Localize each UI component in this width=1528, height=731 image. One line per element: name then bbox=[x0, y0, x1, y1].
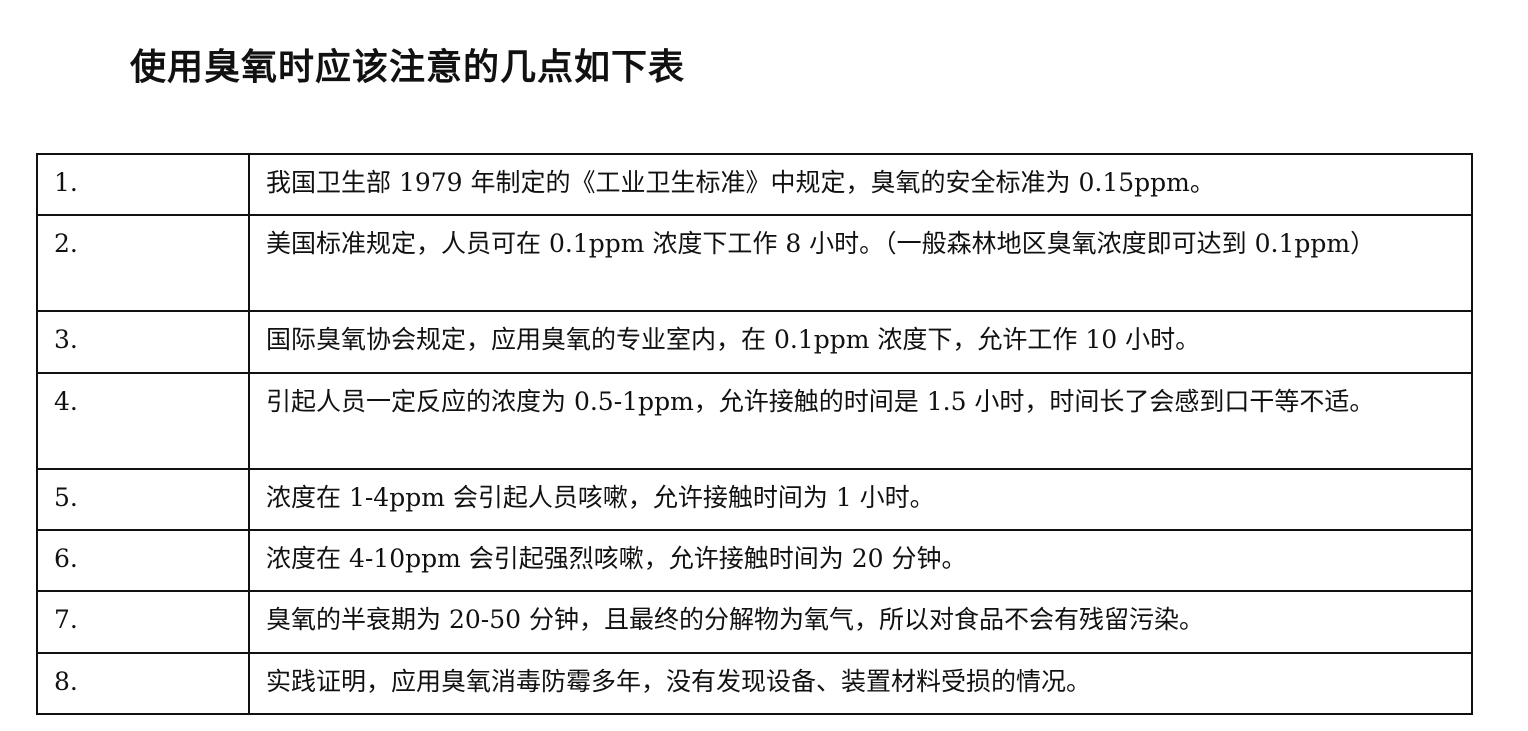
row-number: 4. bbox=[36, 372, 250, 470]
row-text: 我国卫生部 1979 年制定的《工业卫生标准》中规定，臭氧的安全标准为 0.15… bbox=[248, 153, 1473, 216]
row-number: 5. bbox=[36, 468, 250, 531]
row-text: 浓度在 1-4ppm 会引起人员咳嗽，允许接触时间为 1 小时。 bbox=[248, 468, 1473, 531]
table-row: 3. 国际臭氧协会规定，应用臭氧的专业室内，在 0.1ppm 浓度下，允许工作 1… bbox=[36, 310, 1473, 374]
row-text: 国际臭氧协会规定，应用臭氧的专业室内，在 0.1ppm 浓度下，允许工作 10 … bbox=[248, 310, 1473, 374]
table-row: 6. 浓度在 4-10ppm 会引起强烈咳嗽，允许接触时间为 20 分钟。 bbox=[36, 529, 1473, 592]
row-text: 美国标准规定，人员可在 0.1ppm 浓度下工作 8 小时。（一般森林地区臭氧浓… bbox=[248, 214, 1473, 312]
row-number: 2. bbox=[36, 214, 250, 312]
row-text: 实践证明，应用臭氧消毒防霉多年，没有发现设备、装置材料受损的情况。 bbox=[248, 652, 1473, 715]
row-number: 8. bbox=[36, 652, 250, 715]
row-text: 浓度在 4-10ppm 会引起强烈咳嗽，允许接触时间为 20 分钟。 bbox=[248, 529, 1473, 592]
row-number: 7. bbox=[36, 590, 250, 654]
table-row: 7. 臭氧的半衰期为 20-50 分钟，且最终的分解物为氧气，所以对食品不会有残留… bbox=[36, 590, 1473, 654]
table-row: 4. 引起人员一定反应的浓度为 0.5-1ppm，允许接触的时间是 1.5 小时，… bbox=[36, 372, 1473, 470]
page-title: 使用臭氧时应该注意的几点如下表 bbox=[130, 47, 686, 88]
ozone-notes-table: 1. 我国卫生部 1979 年制定的《工业卫生标准》中规定，臭氧的安全标准为 0.… bbox=[36, 153, 1473, 715]
row-text: 引起人员一定反应的浓度为 0.5-1ppm，允许接触的时间是 1.5 小时，时间… bbox=[248, 372, 1473, 470]
table-row: 8. 实践证明，应用臭氧消毒防霉多年，没有发现设备、装置材料受损的情况。 bbox=[36, 652, 1473, 715]
row-text: 臭氧的半衰期为 20-50 分钟，且最终的分解物为氧气，所以对食品不会有残留污染… bbox=[248, 590, 1473, 654]
table-row: 2. 美国标准规定，人员可在 0.1ppm 浓度下工作 8 小时。（一般森林地区臭… bbox=[36, 214, 1473, 312]
table-row: 1. 我国卫生部 1979 年制定的《工业卫生标准》中规定，臭氧的安全标准为 0.… bbox=[36, 153, 1473, 216]
table-row: 5. 浓度在 1-4ppm 会引起人员咳嗽，允许接触时间为 1 小时。 bbox=[36, 468, 1473, 531]
row-number: 3. bbox=[36, 310, 250, 374]
row-number: 1. bbox=[36, 153, 250, 216]
row-number: 6. bbox=[36, 529, 250, 592]
